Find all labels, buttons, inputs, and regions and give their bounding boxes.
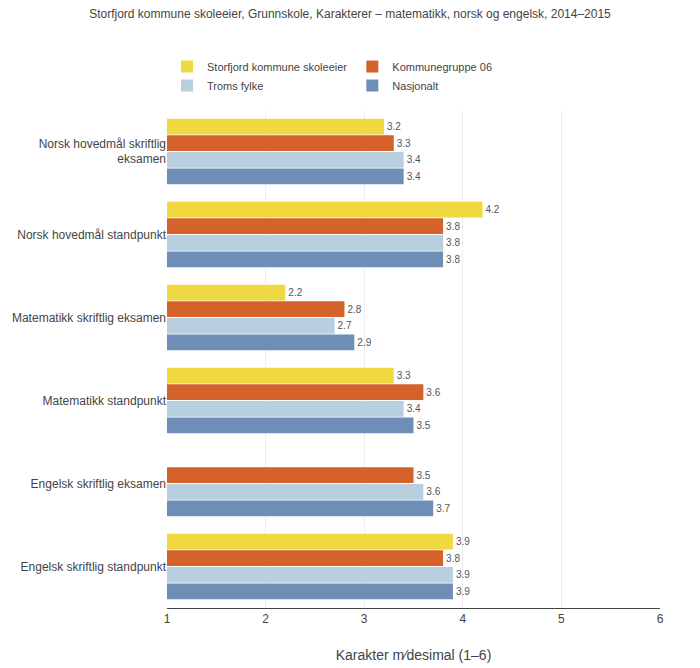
svg-text:3.4: 3.4 (407, 171, 421, 182)
svg-text:Matematikk standpunkt: Matematikk standpunkt (43, 394, 167, 408)
svg-text:3.6: 3.6 (426, 486, 440, 497)
svg-text:3.5: 3.5 (417, 420, 431, 431)
svg-text:Storfjord kommune skoleeier: Storfjord kommune skoleeier (207, 61, 347, 73)
svg-text:3.8: 3.8 (446, 237, 460, 248)
svg-text:3.7: 3.7 (436, 503, 450, 514)
svg-text:2.8: 2.8 (347, 304, 361, 315)
svg-text:2.9: 2.9 (357, 337, 371, 348)
svg-text:Engelsk skriftlig eksamen: Engelsk skriftlig eksamen (31, 477, 166, 491)
svg-text:5: 5 (558, 612, 565, 626)
svg-text:3.9: 3.9 (456, 569, 470, 580)
svg-text:Norsk hovedmål standpunkt: Norsk hovedmål standpunkt (17, 228, 166, 242)
svg-text:Matematikk skriftlig eksamen: Matematikk skriftlig eksamen (12, 311, 166, 325)
svg-text:3.4: 3.4 (407, 403, 421, 414)
svg-text:3.6: 3.6 (426, 387, 440, 398)
svg-text:3.8: 3.8 (446, 221, 460, 232)
svg-text:2: 2 (262, 612, 269, 626)
svg-text:2.2: 2.2 (288, 287, 302, 298)
svg-text:3.4: 3.4 (407, 154, 421, 165)
svg-text:3.3: 3.3 (397, 370, 411, 381)
svg-text:3: 3 (361, 612, 368, 626)
svg-text:Troms fylke: Troms fylke (207, 80, 263, 92)
svg-text:Karakter m⁄desimal (1–6): Karakter m⁄desimal (1–6) (336, 647, 492, 663)
svg-text:Kommunegruppe 06: Kommunegruppe 06 (392, 61, 492, 73)
svg-text:6: 6 (657, 612, 664, 626)
svg-text:3.9: 3.9 (456, 586, 470, 597)
svg-text:3.3: 3.3 (397, 138, 411, 149)
svg-text:3.8: 3.8 (446, 553, 460, 564)
svg-text:2.7: 2.7 (338, 320, 352, 331)
svg-text:3.8: 3.8 (446, 254, 460, 265)
svg-text:Storfjord kommune skoleeier, G: Storfjord kommune skoleeier, Grunnskole,… (89, 7, 611, 21)
svg-text:Nasjonalt: Nasjonalt (392, 80, 438, 92)
svg-text:3.9: 3.9 (456, 536, 470, 547)
svg-text:4.2: 4.2 (486, 204, 500, 215)
svg-text:Norsk hovedmål skriftligeksame: Norsk hovedmål skriftligeksamen (39, 137, 166, 167)
svg-text:3.2: 3.2 (387, 121, 401, 132)
svg-text:3.5: 3.5 (417, 470, 431, 481)
svg-text:Engelsk skriftlig standpunkt: Engelsk skriftlig standpunkt (21, 560, 167, 574)
svg-text:1: 1 (164, 612, 171, 626)
svg-text:4: 4 (459, 612, 466, 626)
